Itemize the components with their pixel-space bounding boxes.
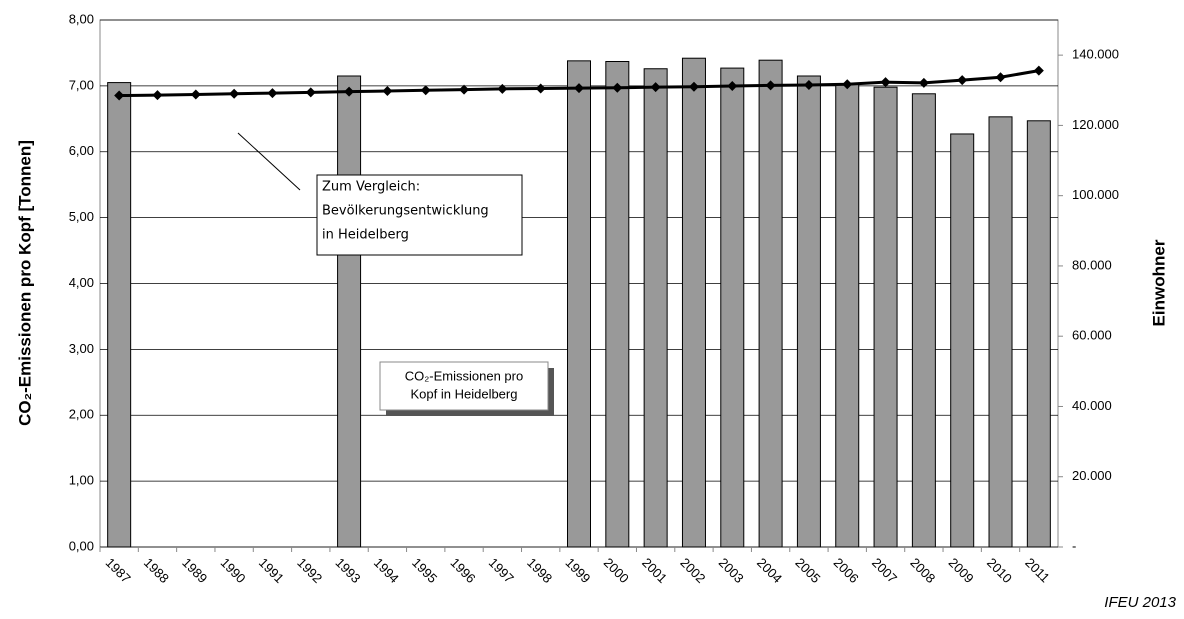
line-marker: [152, 90, 163, 101]
source: IFEU 2013: [1104, 594, 1176, 611]
x-tick-label: 2004: [754, 555, 785, 586]
annotation: Kopf in Heidelberg: [411, 386, 518, 401]
line-marker: [190, 89, 201, 100]
y-tick-label: 7,00: [69, 77, 94, 92]
x-tick-label: 2011: [1022, 555, 1052, 585]
x-tick-label: 1998: [524, 555, 555, 586]
line-marker: [114, 90, 125, 101]
line-marker: [918, 77, 929, 88]
x-tick-label: 2010: [984, 555, 1015, 586]
x-tick-label: 1995: [409, 555, 440, 586]
x-tick-label: 1990: [218, 555, 249, 586]
line-marker: [229, 88, 240, 99]
x-tick-label: 1988: [141, 555, 172, 586]
y-tick-label: 3,00: [69, 341, 94, 356]
y2-tick-label: 140.000: [1072, 47, 1119, 62]
y2-axis-label: Einwohner: [1149, 239, 1168, 326]
annotation: Bevölkerungsentwicklung: [322, 204, 489, 219]
line-marker: [765, 80, 776, 91]
y2-tick-label: 60.000: [1072, 328, 1112, 343]
x-tick-label: 1991: [256, 555, 287, 586]
line-marker: [1033, 65, 1044, 76]
x-tick-label: 1992: [294, 555, 325, 586]
line-marker: [382, 85, 393, 96]
x-tick-label: 1993: [333, 555, 364, 586]
bar: [643, 68, 668, 548]
y-tick-label: 1,00: [69, 473, 94, 488]
y-tick-label: 6,00: [69, 143, 94, 158]
annotation: CO₂-Emissionen pro: [405, 368, 523, 383]
y2-tick-label: 40.000: [1072, 398, 1112, 413]
y-tick-label: 2,00: [69, 407, 94, 422]
x-tick-label: 2009: [946, 555, 977, 586]
x-tick-label: 2000: [601, 555, 632, 586]
line-marker: [612, 82, 623, 93]
line-marker: [688, 81, 699, 92]
bar: [337, 75, 362, 548]
y-tick-label: 4,00: [69, 275, 94, 290]
line-marker: [957, 75, 968, 86]
y2-tick-label: -: [1072, 538, 1076, 553]
bar: [720, 67, 745, 548]
line-marker: [574, 83, 584, 94]
x-tick-label: 2008: [907, 555, 938, 586]
leader-line: [237, 132, 301, 191]
line-marker: [459, 84, 470, 95]
x-tick-label: 2005: [792, 555, 823, 586]
line-marker: [803, 79, 814, 90]
bar: [107, 82, 132, 548]
line-marker: [727, 81, 738, 92]
x-tick-label: 1989: [179, 555, 210, 586]
bar: [835, 83, 860, 548]
annotation-box: [316, 174, 523, 256]
x-tick-label: 1987: [103, 555, 134, 586]
y2-tick-label: 20.000: [1072, 468, 1112, 483]
x-tick-label: 1999: [562, 555, 593, 586]
bar: [796, 75, 821, 548]
line-marker: [344, 86, 355, 97]
bar: [950, 133, 975, 548]
annotation: in Heidelberg: [322, 228, 409, 243]
line-marker: [995, 72, 1006, 83]
annotation: Zum Vergleich:: [322, 180, 420, 195]
y2-tick-label: 100.000: [1072, 187, 1119, 202]
x-tick-label: 2006: [831, 555, 862, 586]
y2-tick-label: 80.000: [1072, 257, 1112, 272]
y-tick-label: 8,00: [69, 11, 94, 26]
x-tick-label: 2003: [716, 555, 747, 586]
bar: [1026, 120, 1051, 548]
bar: [605, 61, 630, 548]
line-marker: [420, 85, 431, 96]
bar: [873, 86, 898, 548]
x-tick-label: 1994: [371, 555, 402, 586]
y2-tick-label: 120.000: [1072, 117, 1119, 132]
bar: [758, 59, 783, 548]
y-tick-label: 5,00: [69, 209, 94, 224]
bar: [911, 93, 936, 548]
x-tick-label: 1997: [486, 555, 517, 586]
y-axis-label: CO₂-Emissionen pro Kopf [Tonnen]: [15, 140, 34, 426]
line-marker: [497, 83, 508, 94]
bar: [681, 57, 706, 548]
line-marker: [650, 82, 661, 93]
y-tick-label: 0,00: [69, 538, 94, 553]
annotation-box: [379, 361, 549, 411]
bar: [988, 116, 1013, 548]
line-marker: [305, 87, 316, 98]
line-marker: [267, 88, 278, 99]
line-marker: [842, 79, 853, 90]
x-tick-label: 1996: [447, 555, 478, 586]
line-marker: [535, 83, 546, 94]
line-marker: [880, 77, 891, 88]
bar: [567, 60, 591, 548]
x-tick-label: 2007: [869, 555, 900, 586]
x-tick-label: 2001: [639, 555, 670, 586]
x-tick-label: 2002: [677, 555, 708, 586]
